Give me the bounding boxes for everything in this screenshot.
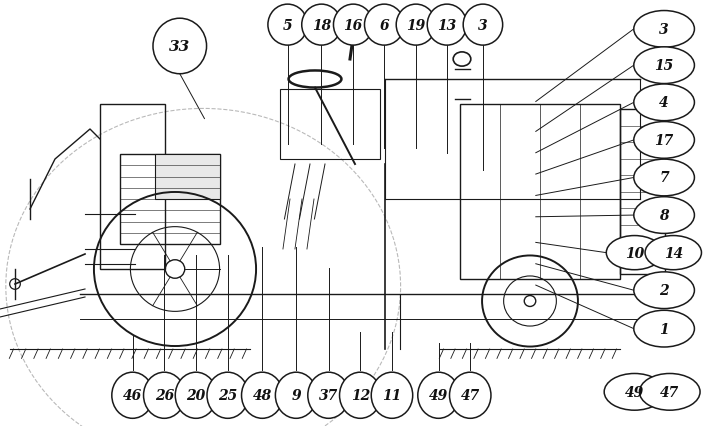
Ellipse shape: [364, 5, 404, 46]
Ellipse shape: [372, 372, 412, 418]
Text: 6: 6: [379, 19, 389, 32]
Text: 48: 48: [252, 389, 272, 402]
Ellipse shape: [144, 372, 185, 418]
Ellipse shape: [340, 372, 381, 418]
Text: 18: 18: [312, 19, 331, 32]
Text: 11: 11: [382, 389, 402, 402]
Text: 10: 10: [625, 246, 644, 260]
Text: 5: 5: [283, 19, 293, 32]
Bar: [280, 90, 380, 160]
Ellipse shape: [153, 19, 207, 75]
Ellipse shape: [308, 372, 349, 418]
Ellipse shape: [268, 5, 307, 46]
Circle shape: [634, 12, 694, 48]
Text: 25: 25: [218, 389, 238, 402]
Text: 8: 8: [659, 209, 669, 222]
Ellipse shape: [450, 372, 491, 418]
Text: 2: 2: [659, 284, 669, 297]
Text: 47: 47: [660, 385, 680, 399]
Ellipse shape: [396, 5, 436, 46]
Ellipse shape: [333, 5, 373, 46]
Text: 14: 14: [663, 246, 683, 260]
Ellipse shape: [112, 372, 153, 418]
Text: 1: 1: [659, 322, 669, 336]
Circle shape: [645, 236, 701, 270]
Bar: [620, 110, 665, 274]
Circle shape: [634, 122, 694, 159]
Circle shape: [639, 374, 700, 410]
Text: 26: 26: [154, 389, 174, 402]
Ellipse shape: [207, 372, 248, 418]
Bar: [120, 155, 220, 245]
Text: 16: 16: [343, 19, 363, 32]
Ellipse shape: [176, 372, 216, 418]
Circle shape: [634, 48, 694, 84]
Ellipse shape: [418, 372, 459, 418]
Text: 3: 3: [478, 19, 488, 32]
Text: 4: 4: [659, 96, 669, 110]
Text: 7: 7: [659, 171, 669, 185]
Text: 17: 17: [654, 134, 674, 147]
Circle shape: [634, 85, 694, 121]
Text: 47: 47: [460, 389, 480, 402]
Circle shape: [634, 272, 694, 309]
Text: 13: 13: [437, 19, 457, 32]
Bar: [460, 105, 620, 279]
Text: 12: 12: [350, 389, 370, 402]
Text: 19: 19: [406, 19, 426, 32]
Circle shape: [634, 197, 694, 234]
Ellipse shape: [427, 5, 467, 46]
Text: 49: 49: [429, 389, 448, 402]
Bar: [155, 155, 220, 199]
Ellipse shape: [302, 5, 341, 46]
Circle shape: [634, 160, 694, 196]
Text: 49: 49: [625, 385, 644, 399]
Text: 37: 37: [319, 389, 338, 402]
Ellipse shape: [463, 5, 503, 46]
Text: 33: 33: [169, 40, 190, 54]
Bar: [100, 105, 165, 269]
Text: 20: 20: [186, 389, 206, 402]
Text: 15: 15: [654, 59, 674, 73]
Text: 46: 46: [123, 389, 142, 402]
Text: 3: 3: [659, 23, 669, 37]
Text: 9: 9: [291, 389, 301, 402]
Ellipse shape: [242, 372, 283, 418]
Ellipse shape: [276, 372, 317, 418]
Circle shape: [606, 236, 663, 270]
Circle shape: [604, 374, 665, 410]
Circle shape: [634, 311, 694, 347]
